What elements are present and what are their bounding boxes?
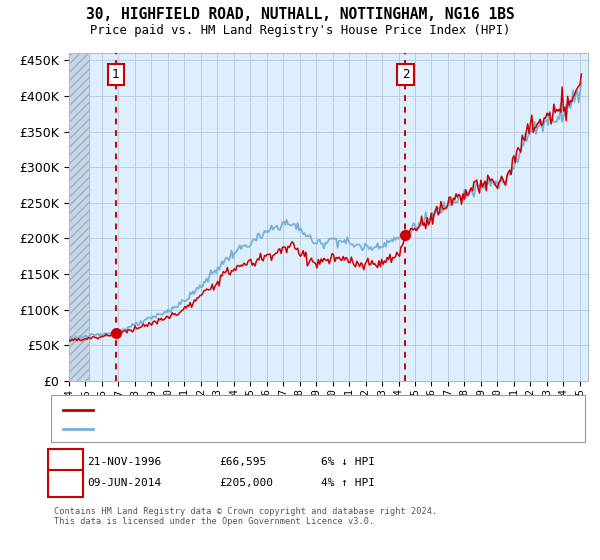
- Text: Price paid vs. HM Land Registry's House Price Index (HPI): Price paid vs. HM Land Registry's House …: [90, 24, 510, 36]
- Text: 6% ↓ HPI: 6% ↓ HPI: [321, 457, 375, 467]
- Text: HPI: Average price, detached house, Broxtowe: HPI: Average price, detached house, Brox…: [99, 424, 368, 434]
- Text: 21-NOV-1996: 21-NOV-1996: [87, 457, 161, 467]
- Text: 2: 2: [62, 477, 69, 490]
- Text: 30, HIGHFIELD ROAD, NUTHALL, NOTTINGHAM, NG16 1BS (detached house): 30, HIGHFIELD ROAD, NUTHALL, NOTTINGHAM,…: [99, 405, 503, 415]
- Text: 2: 2: [401, 68, 409, 81]
- Text: Contains HM Land Registry data © Crown copyright and database right 2024.
This d: Contains HM Land Registry data © Crown c…: [54, 507, 437, 526]
- Text: £66,595: £66,595: [219, 457, 266, 467]
- Text: 30, HIGHFIELD ROAD, NUTHALL, NOTTINGHAM, NG16 1BS: 30, HIGHFIELD ROAD, NUTHALL, NOTTINGHAM,…: [86, 7, 514, 22]
- Text: £205,000: £205,000: [219, 478, 273, 488]
- Text: 09-JUN-2014: 09-JUN-2014: [87, 478, 161, 488]
- Text: 1: 1: [112, 68, 119, 81]
- Text: 4% ↑ HPI: 4% ↑ HPI: [321, 478, 375, 488]
- Text: 1: 1: [62, 455, 69, 469]
